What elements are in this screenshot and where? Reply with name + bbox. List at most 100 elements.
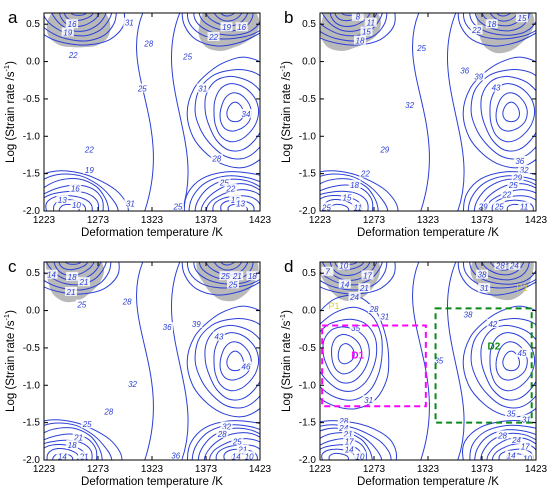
contour-line xyxy=(320,262,396,295)
y-axis-title-main: Log (Strain rate /s xyxy=(281,71,293,163)
contour-label: 32 xyxy=(128,380,137,389)
domain-box xyxy=(434,307,533,424)
contour-label: 10 xyxy=(356,452,365,461)
contour-line xyxy=(328,452,350,460)
panel-label: c xyxy=(8,257,17,276)
contour-label-bg xyxy=(73,456,86,460)
contour-label: 11 xyxy=(354,203,362,212)
y-tick-label: 0.5 xyxy=(26,268,40,279)
y-tick-label: 0.0 xyxy=(302,57,316,68)
x-tick-label: 1373 xyxy=(471,215,494,226)
contour-label-bg xyxy=(403,99,416,109)
contour-line xyxy=(320,427,383,460)
contour-line xyxy=(320,170,399,211)
y-tick-label: 0.0 xyxy=(26,57,40,68)
contour-line xyxy=(204,75,260,152)
y-axis-title-sup: -1 xyxy=(2,65,11,72)
x-tick-label: 1423 xyxy=(525,215,548,226)
contour-label-bg xyxy=(212,331,225,341)
contour-line xyxy=(219,341,252,381)
contour-label: 25 xyxy=(219,179,229,188)
contour-line xyxy=(320,424,392,460)
contour-label: 25 xyxy=(416,44,426,53)
contour-label-bg xyxy=(337,416,350,426)
contour-line xyxy=(51,13,107,32)
contour-label: 25 xyxy=(82,420,92,429)
x-tick-label: 1423 xyxy=(249,215,272,226)
contour-label: 24 xyxy=(511,436,521,445)
contour-line xyxy=(44,170,129,211)
contour-label: 31 xyxy=(364,396,373,405)
y-axis-title-sup: -1 xyxy=(278,314,287,321)
contour-line xyxy=(474,13,530,32)
y-tick-label: 0.0 xyxy=(26,306,40,317)
contour-label: 18 xyxy=(248,272,257,281)
x-axis-title: Deformation temperature /K xyxy=(357,227,499,239)
contour-label: 14 xyxy=(507,452,516,461)
contour-label: 22 xyxy=(360,170,370,179)
contour-label: 25 xyxy=(321,203,331,212)
contour-label-bg xyxy=(518,164,531,174)
domain-label: D1 xyxy=(351,350,364,361)
contour-label: 31 xyxy=(480,284,489,293)
contour-label: 17 xyxy=(345,437,354,446)
contour-label-bg xyxy=(368,304,380,314)
contour-line xyxy=(219,92,252,132)
contour-line xyxy=(220,13,236,17)
contour-label: 43 xyxy=(492,84,501,93)
contour-label-bg xyxy=(361,270,374,280)
contour-line xyxy=(64,262,82,265)
contour-line xyxy=(188,175,260,211)
contour-label-bg xyxy=(81,419,94,429)
y-tick-label: -2.0 xyxy=(299,455,317,466)
contour-label-bg xyxy=(351,13,364,21)
contour-label: 35 xyxy=(507,410,516,419)
contour-line xyxy=(337,343,355,365)
x-tick-label: 1223 xyxy=(33,464,56,475)
y-tick-label: -0.5 xyxy=(299,343,317,354)
contour-line xyxy=(470,317,536,409)
y-axis-title-sup: -1 xyxy=(278,65,287,72)
contour-label: 10 xyxy=(72,201,81,210)
contour-line xyxy=(186,305,260,418)
contour-label-bg xyxy=(69,183,82,193)
contour-line xyxy=(136,13,154,211)
contour-line xyxy=(209,438,260,460)
y-tick-label: -1.5 xyxy=(23,418,41,429)
contour-label: 10 xyxy=(339,262,348,271)
contour-label: 34 xyxy=(242,110,251,119)
x-tick-label: 1273 xyxy=(87,464,110,475)
contour-label: 11 xyxy=(520,203,528,212)
contour-line xyxy=(183,171,260,211)
y-tick-label: -1.5 xyxy=(23,169,41,180)
contour-label: 14 xyxy=(58,452,67,461)
x-tick-label: 1373 xyxy=(195,215,218,226)
contour-label-bg xyxy=(181,51,194,61)
contour-label-bg xyxy=(66,440,79,450)
contour-label-bg xyxy=(235,22,248,32)
contour-label: 31 xyxy=(125,19,134,28)
contour-line xyxy=(462,305,536,418)
contour-label-bg xyxy=(505,408,518,418)
contour-label: 15 xyxy=(518,14,527,23)
contour-label-bg xyxy=(505,450,518,460)
contour-line xyxy=(467,175,536,211)
contour-line xyxy=(44,262,112,291)
contour-label: 7 xyxy=(325,268,330,277)
contour-label-bg xyxy=(61,27,74,37)
contour-label-bg xyxy=(348,292,361,302)
contour-label-bg xyxy=(227,279,239,289)
contour-line xyxy=(320,262,383,286)
contour-label: 36 xyxy=(163,323,172,332)
x-tick-label: 1223 xyxy=(309,215,332,226)
plot-area: 8111518221815253639433229221815112536322… xyxy=(320,13,536,212)
y-tick-label: -2.0 xyxy=(299,206,317,217)
contour-line xyxy=(44,13,126,46)
contour-line xyxy=(194,317,260,409)
contour-line xyxy=(469,262,536,285)
contour-label-bg xyxy=(359,168,372,178)
contour-label-bg xyxy=(478,283,491,293)
instability-label: P2 xyxy=(516,283,527,293)
